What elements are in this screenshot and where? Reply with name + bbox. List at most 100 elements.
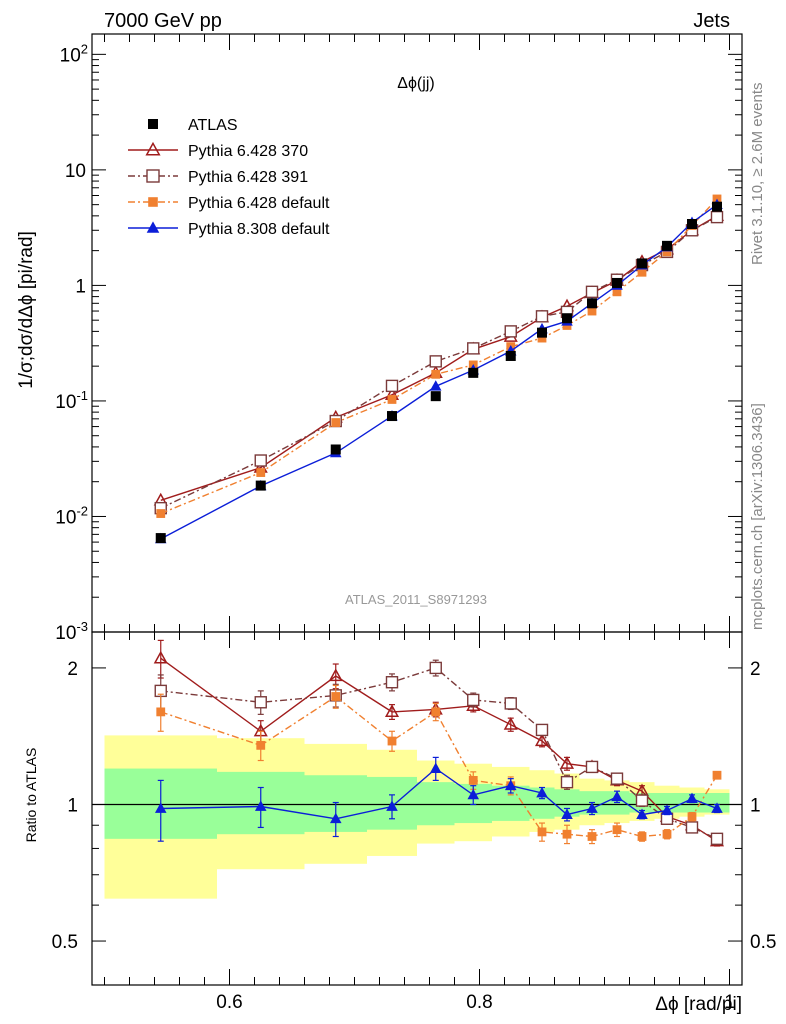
main-plot-title: Δϕ(jj): [397, 75, 434, 92]
ratio-data-point: [387, 736, 397, 746]
main-y-tick-label: 10-1: [55, 388, 88, 413]
main-data-point: [468, 367, 479, 378]
ratio-data-point: [331, 692, 341, 701]
ratio-data-point: [504, 779, 517, 791]
ratio-data-point: [429, 762, 442, 773]
ratio-data-point: [153, 650, 168, 664]
legend: ATLAS Pythia 6.428 370 Pythia 6.428 391 Pyt…: [128, 117, 330, 238]
watermark: ATLAS_2011_S8971293: [345, 592, 487, 607]
ratio-data-point: [635, 794, 649, 807]
legend-marker: [146, 169, 160, 183]
main-data-point: [562, 313, 572, 324]
main-y-axis-label: 1/σ;dσ/dΔϕ [pi/rad]: [16, 231, 37, 389]
main-data-point: [431, 369, 441, 379]
mcplots-label: mcplots.cern.ch [arXiv:1306.3436]: [749, 403, 766, 630]
main-data-point: [712, 201, 722, 212]
main-data-point: [585, 285, 599, 299]
main-data-point: [387, 411, 397, 422]
ratio-data-point: [662, 829, 672, 839]
ratio-y-tick-label-right: 2: [750, 659, 761, 680]
main-data-point: [387, 395, 397, 404]
ratio-data-point: [329, 812, 342, 824]
ratio-data-point: [687, 812, 697, 822]
legend-marker: [148, 197, 158, 207]
ratio-data-point: [431, 707, 441, 717]
main-data-point: [612, 277, 622, 288]
main-data-point: [385, 379, 399, 393]
ratio-data-point: [710, 832, 724, 846]
ratio-plot-frame: [91, 631, 743, 986]
ratio-data-point: [429, 661, 442, 675]
ratio-data-point: [610, 772, 624, 785]
main-data-point: [429, 355, 442, 368]
ratio-data-point: [535, 723, 549, 737]
ratio-data-point: [637, 832, 647, 841]
ratio-data-point: [503, 716, 518, 730]
ratio-data-point: [534, 733, 550, 747]
main-data-point: [430, 391, 441, 402]
main-series-line: [160, 216, 718, 509]
main-y-tick-label: 10-2: [55, 503, 88, 528]
ratio-data-point: [467, 788, 480, 800]
ratio-data-point: [504, 697, 517, 710]
ratio-y-tick-label-right: 0.5: [750, 932, 776, 953]
ratio-y-tick-label-right: 1: [750, 795, 761, 816]
ratio-data-point: [254, 800, 267, 811]
green-band-segment: [417, 782, 455, 826]
ratio-data-point: [661, 804, 673, 815]
ratio-data-point: [560, 775, 574, 789]
ratio-data-point: [586, 802, 598, 813]
ratio-data-point: [587, 832, 597, 841]
x-axis-label: Δϕ [rad/pi]: [655, 994, 742, 1015]
main-data-point: [505, 350, 516, 361]
main-data-point: [662, 240, 672, 251]
ratio-data-point: [385, 676, 399, 689]
ratio-data-point: [585, 760, 599, 774]
rivet-label: Rivet 3.1.10, ≥ 2.6M events: [749, 83, 766, 266]
axes: 10-3 10-2 10-1 1 10 102 0.6 0.8 1 0.5 0.5 1 1 2 2: [52, 33, 776, 1013]
ratio-data-point: [686, 792, 698, 804]
ratio-data-point: [467, 693, 480, 707]
ratio-data-point: [384, 704, 400, 718]
main-data-point: [587, 298, 597, 309]
ratio-y-tick-label: 2: [67, 659, 78, 680]
main-plot-area: [153, 194, 725, 544]
header-right: Jets: [693, 10, 730, 32]
main-data-point: [587, 306, 597, 316]
main-y-tick-label: 10-3: [55, 619, 88, 644]
ratio-data-point: [328, 668, 343, 682]
main-data-point: [504, 325, 517, 338]
x-tick-label: 1: [724, 992, 735, 1013]
main-data-point: [156, 509, 166, 518]
legend-label: Pythia 8.308 default: [188, 221, 330, 238]
x-tick-label: 0.6: [216, 992, 242, 1013]
ratio-data-point: [612, 825, 622, 835]
ratio-data-point: [536, 786, 548, 798]
main-data-point: [612, 287, 622, 297]
ratio-data-point: [386, 800, 398, 811]
ratio-data-point: [711, 802, 723, 813]
main-data-point: [710, 210, 724, 224]
main-data-point: [662, 247, 672, 257]
main-data-point: [155, 533, 166, 544]
ratio-y-axis-label: Ratio to ATLAS: [23, 748, 39, 843]
main-y-tick-label: 10: [65, 161, 86, 182]
ratio-data-point: [685, 821, 699, 834]
main-data-point: [537, 327, 547, 338]
ratio-y-tick-label: 1: [67, 795, 78, 816]
main-data-point: [687, 219, 697, 230]
legend-label: ATLAS: [188, 117, 238, 134]
main-data-point: [637, 267, 647, 277]
main-data-point: [467, 342, 480, 355]
main-data-point: [535, 310, 549, 323]
main-y-tick-label: 1: [75, 276, 86, 297]
uncertainty-bands: [92, 735, 742, 899]
ratio-data-point: [611, 790, 623, 802]
ratio-data-point: [559, 756, 575, 769]
ratio-data-point: [256, 740, 266, 750]
ratio-data-point: [537, 827, 547, 837]
legend-marker: [148, 119, 158, 129]
legend-marker: [145, 141, 161, 156]
ratio-data-point: [156, 707, 166, 717]
